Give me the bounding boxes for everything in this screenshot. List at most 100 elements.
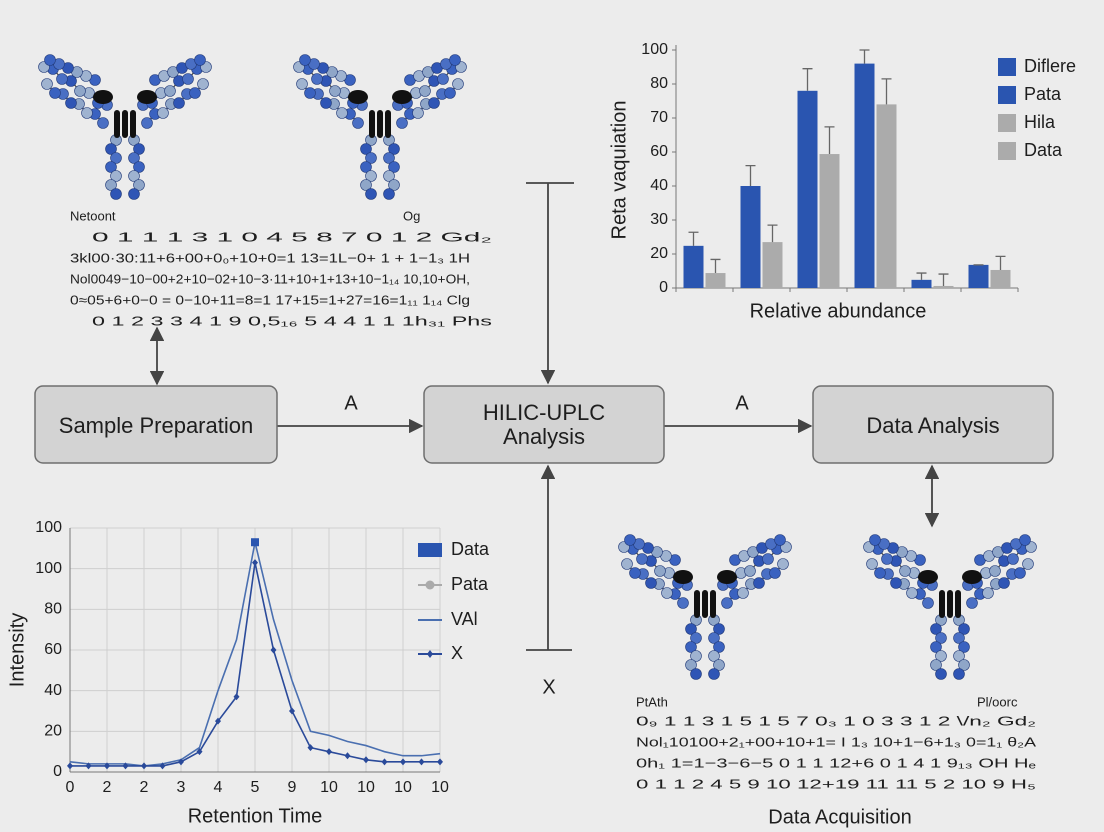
- y-axis-label: Intensity: [6, 613, 28, 687]
- residue: [173, 97, 185, 109]
- hinge: [702, 590, 708, 618]
- residue: [128, 188, 140, 200]
- point-marker: [159, 762, 166, 770]
- y-tick-label: 0: [53, 763, 62, 780]
- residue: [636, 553, 648, 565]
- error-bar: [881, 78, 892, 105]
- residue: [437, 73, 449, 85]
- residue: [311, 73, 323, 85]
- residue: [44, 54, 56, 66]
- residue: [645, 577, 657, 589]
- error-bar: [995, 255, 1006, 270]
- point-marker: [67, 762, 73, 770]
- point-marker: [400, 758, 406, 766]
- hinge: [962, 570, 982, 584]
- residue: [677, 597, 689, 609]
- hinge: [385, 110, 391, 138]
- point-marker: [418, 758, 425, 766]
- residue: [874, 567, 886, 579]
- error-bar: [802, 68, 813, 91]
- bar: [819, 154, 840, 288]
- y-tick-label: 100: [35, 519, 62, 536]
- residue: [690, 668, 702, 680]
- point-marker: [326, 748, 332, 756]
- point-marker: [215, 717, 221, 725]
- residue: [388, 143, 400, 155]
- hinge: [392, 90, 412, 104]
- hinge: [130, 110, 136, 138]
- residue: [774, 534, 786, 546]
- error-bar: [710, 258, 721, 274]
- antibody-icon: [618, 534, 792, 680]
- table-row: 0h₁ 1=1−3−6−5 0 1 1 12+6 0 1 4 1 9₁₃ OH …: [636, 755, 1036, 770]
- residue: [110, 152, 122, 164]
- hinge: [369, 110, 375, 138]
- residue: [958, 623, 970, 635]
- residue: [296, 78, 308, 90]
- bar: [683, 245, 704, 288]
- residue: [866, 558, 878, 570]
- table-row: 0₉ 1 1 3 1 5 1 5 7 0₃ 1 0 3 3 1 2 \/n₂ G…: [636, 713, 1036, 728]
- point-marker: [270, 646, 277, 654]
- hinge: [717, 570, 737, 584]
- bar: [933, 285, 954, 288]
- residue: [690, 650, 702, 662]
- residue: [329, 85, 341, 97]
- process-label: HILIC-UPLC Analysis: [483, 400, 605, 449]
- x-tick-label: 9: [288, 779, 297, 796]
- process-box: [812, 385, 1054, 464]
- residue: [744, 565, 756, 577]
- error-bar: [688, 231, 699, 246]
- table-title: Og: [403, 208, 420, 223]
- residue: [365, 152, 377, 164]
- y-tick-label: 0: [659, 279, 668, 296]
- residue: [737, 587, 749, 599]
- legend-label: Data: [1024, 140, 1063, 160]
- legend-swatch: [998, 114, 1016, 132]
- hinge: [955, 590, 961, 618]
- hinge: [947, 590, 953, 618]
- residue: [690, 632, 702, 644]
- legend-label: VAl: [451, 609, 478, 629]
- point-marker: [178, 758, 184, 766]
- point-marker: [233, 693, 240, 701]
- antibody-icon: [863, 534, 1037, 680]
- process-box: [34, 385, 278, 464]
- residue: [365, 170, 377, 182]
- residue: [81, 107, 93, 119]
- residue: [412, 107, 424, 119]
- y-tick-label: 40: [44, 682, 62, 699]
- residue: [708, 650, 720, 662]
- antibody-icon: [38, 54, 212, 200]
- table-row: 0 1 1 2 4 5 9 10 12+19 11 11 5 2 10 9 H₅: [636, 776, 1036, 791]
- residue: [713, 659, 725, 671]
- residue: [930, 623, 942, 635]
- residue: [953, 632, 965, 644]
- residue: [958, 641, 970, 653]
- residue: [65, 97, 77, 109]
- point-marker: [141, 762, 147, 770]
- residue: [452, 78, 464, 90]
- y-tick-label: 60: [650, 143, 668, 160]
- residue: [930, 641, 942, 653]
- residue: [890, 577, 902, 589]
- residue: [661, 587, 673, 599]
- bar: [705, 273, 726, 288]
- point-marker: [85, 762, 92, 770]
- residue: [197, 78, 209, 90]
- error-bar: [938, 273, 949, 286]
- residue: [1007, 553, 1019, 565]
- residue: [304, 87, 316, 99]
- hinge: [673, 570, 693, 584]
- residue: [352, 117, 364, 129]
- residue: [105, 161, 117, 173]
- residue: [110, 170, 122, 182]
- error-bar: [745, 164, 756, 186]
- hinge: [348, 90, 368, 104]
- hinge: [694, 590, 700, 618]
- residue: [396, 117, 408, 129]
- point-marker: [363, 756, 369, 764]
- residue: [360, 161, 372, 173]
- residue: [1019, 534, 1031, 546]
- point-marker: [104, 762, 110, 770]
